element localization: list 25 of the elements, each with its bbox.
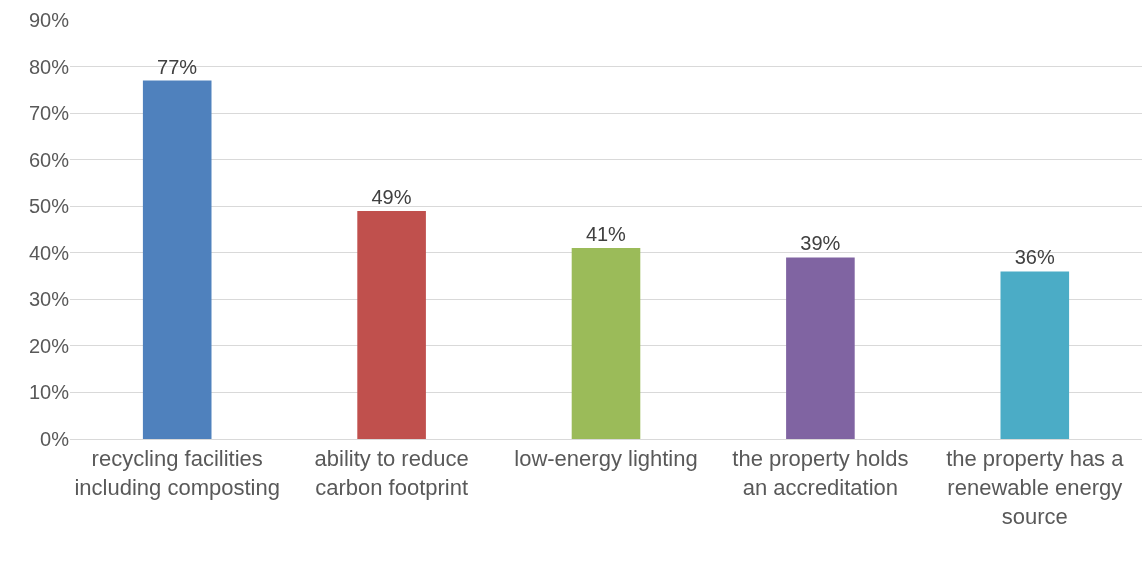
x-tick-label: low-energy lighting (514, 446, 698, 472)
bar (786, 257, 855, 439)
data-label: 77% (157, 55, 198, 78)
data-label: 49% (371, 185, 412, 208)
data-label: 36% (1014, 246, 1055, 269)
y-tick-label: 20% (28, 334, 70, 357)
bar (142, 80, 212, 439)
x-tick-label: ability to reduce carbon footprint (314, 446, 469, 500)
y-tick-label: 70% (28, 102, 70, 125)
y-tick-label: 50% (28, 195, 70, 218)
y-tick-label: 40% (28, 241, 70, 264)
y-tick-label: 10% (28, 381, 70, 404)
data-label: 39% (800, 232, 841, 255)
bar (571, 248, 641, 439)
data-label: 41% (585, 223, 627, 246)
x-tick-label: recycling facilities including composting (74, 446, 280, 500)
x-tick-label: the property holds an accreditation (732, 446, 909, 500)
y-tick-label: 90% (28, 9, 70, 31)
y-tick-label: 30% (28, 288, 70, 311)
y-tick-label: 60% (28, 148, 70, 171)
y-tick-label: 0% (40, 428, 70, 450)
bar (1000, 271, 1070, 439)
bar (357, 210, 426, 439)
x-tick-label: the property has a renewable energy source (946, 446, 1125, 529)
y-tick-label: 80% (28, 55, 70, 78)
